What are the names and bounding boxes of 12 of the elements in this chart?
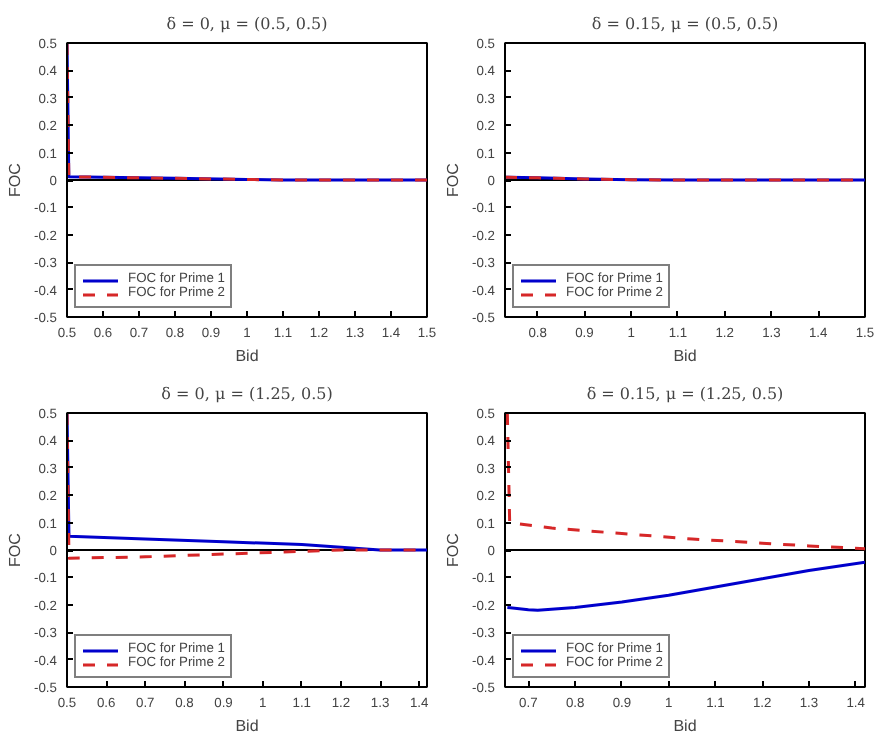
- chart-title: δ = 0, μ = (0.5, 0.5): [166, 15, 328, 33]
- y-axis-title: FOC: [444, 162, 463, 197]
- x-axis-title: Bid: [235, 347, 259, 365]
- chart-title: δ = 0.15, μ = (1.25, 0.5): [586, 385, 784, 403]
- x-axis-title: Bid: [673, 347, 697, 365]
- y-axis-title: FOC: [444, 532, 463, 567]
- x-axis-title: Bid: [235, 717, 259, 735]
- y-axis-title: FOC: [6, 532, 25, 567]
- x-axis-title: Bid: [673, 717, 697, 735]
- chart-title: δ = 0, μ = (1.25, 0.5): [161, 385, 333, 403]
- chart-title: δ = 0.15, μ = (0.5, 0.5): [591, 15, 779, 33]
- y-axis-title: FOC: [6, 162, 25, 197]
